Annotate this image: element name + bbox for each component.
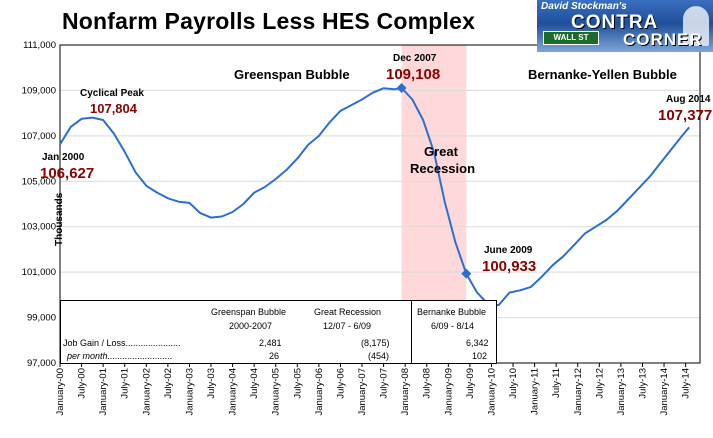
contra-corner-logo: David Stockman's CONTRA WALL ST CORNER	[537, 0, 713, 52]
x-tick-label: July-06	[335, 368, 346, 399]
x-tick-label: July-02	[163, 368, 174, 399]
x-tick-label: January-01	[98, 368, 109, 416]
summary-table: Greenspan Bubble Great Recession Bernank…	[60, 300, 497, 364]
jan2000-value: 106,627	[40, 165, 95, 182]
x-tick-label: January-03	[184, 368, 195, 416]
dec2007-label: Dec 2007	[393, 53, 437, 64]
logo-line-2: CORNER	[623, 30, 703, 49]
cyclical-peak-label: Cyclical Peak	[80, 88, 144, 99]
aug2014-label: Aug 2014	[666, 94, 711, 105]
table-row-label: Job Gain / Loss......................	[63, 338, 181, 348]
x-tick-label: January-00	[55, 368, 66, 416]
data-point-marker	[396, 82, 407, 93]
table-period-bernanke: 6/09 - 8/14	[431, 321, 475, 331]
aug2014-value: 107,377	[658, 107, 713, 124]
payrolls-series-line	[59, 87, 690, 307]
x-tick-label: July-04	[249, 368, 260, 399]
great-recession-label-line2: Recession	[410, 161, 476, 176]
data-point-marker	[461, 268, 472, 279]
table-cell: (8,175)	[361, 338, 390, 348]
cyclical-peak-value: 107,804	[90, 101, 137, 116]
x-tick-label: July-08	[422, 368, 433, 399]
table-row-label: per month..........................	[67, 351, 173, 361]
x-tick-label: January-06	[314, 368, 325, 416]
june2009-label: June 2009	[484, 245, 533, 256]
y-tick-label: 97,000	[27, 358, 56, 369]
table-cell: 6,342	[466, 338, 489, 348]
x-tick-label: January-09	[443, 368, 454, 416]
table-period-greenspan: 2000-2007	[229, 321, 273, 331]
x-tick-label: January-07	[357, 368, 368, 416]
x-tick-label: July-05	[292, 368, 303, 399]
capitol-dome-icon	[683, 6, 709, 46]
x-tick-label: July-01	[120, 368, 131, 399]
x-tick-label: July-09	[465, 368, 476, 399]
x-tick-label: July-11	[551, 368, 562, 398]
great-recession-label-line1: Great	[424, 144, 458, 159]
y-tick-label: 105,000	[22, 176, 56, 187]
table-cell: (454)	[368, 351, 390, 361]
y-tick-label: 111,000	[23, 40, 56, 51]
wall-street-sign: WALL ST	[543, 31, 599, 45]
table-header-recession: Great Recession	[314, 307, 382, 317]
y-tick-label: 101,000	[22, 267, 56, 278]
y-tick-label: 103,000	[22, 222, 56, 233]
x-tick-label: January-14	[659, 368, 670, 416]
chart-title: Nonfarm Payrolls Less HES Complex	[62, 8, 476, 34]
x-tick-label: July-07	[379, 368, 390, 399]
x-tick-label: January-05	[271, 368, 282, 416]
table-divider	[411, 301, 412, 363]
x-tick-label: January-02	[141, 368, 152, 416]
table-header-greenspan: Greenspan Bubble	[211, 307, 287, 317]
x-tick-label: January-08	[400, 368, 411, 416]
y-tick-label: 107,000	[22, 131, 56, 142]
x-tick-label: January-11	[530, 368, 541, 415]
x-tick-label: July-00	[77, 368, 88, 399]
greenspan-bubble-label: Greenspan Bubble	[234, 67, 350, 82]
table-cell: 26	[269, 351, 280, 361]
dec2007-value: 109,108	[386, 66, 441, 83]
y-axis-title: Thousands	[54, 192, 65, 246]
table-period-recession: 12/07 - 6/09	[323, 321, 372, 331]
bernanke-yellen-bubble-label: Bernanke-Yellen Bubble	[528, 67, 677, 82]
y-tick-label: 109,000	[22, 85, 56, 96]
x-tick-label: January-10	[486, 368, 497, 416]
y-tick-label: 99,000	[27, 313, 56, 324]
logo-line-1: CONTRA	[571, 12, 659, 33]
x-tick-label: July-03	[206, 368, 217, 399]
x-tick-label: July-14	[681, 368, 692, 399]
table-cell: 2,481	[259, 338, 282, 348]
x-tick-label: July-12	[594, 368, 605, 399]
jan2000-label: Jan 2000	[42, 152, 85, 163]
x-tick-label: July-13	[637, 368, 648, 399]
x-tick-label: January-04	[228, 368, 239, 416]
x-tick-label: January-13	[616, 368, 627, 416]
table-header-bernanke: Bernanke Bubble	[417, 307, 487, 317]
june2009-value: 100,933	[482, 258, 537, 275]
x-tick-label: July-10	[508, 368, 519, 399]
logo-top-text: David Stockman's	[541, 1, 627, 12]
x-tick-label: January-12	[573, 368, 584, 416]
table-cell: 102	[472, 351, 488, 361]
